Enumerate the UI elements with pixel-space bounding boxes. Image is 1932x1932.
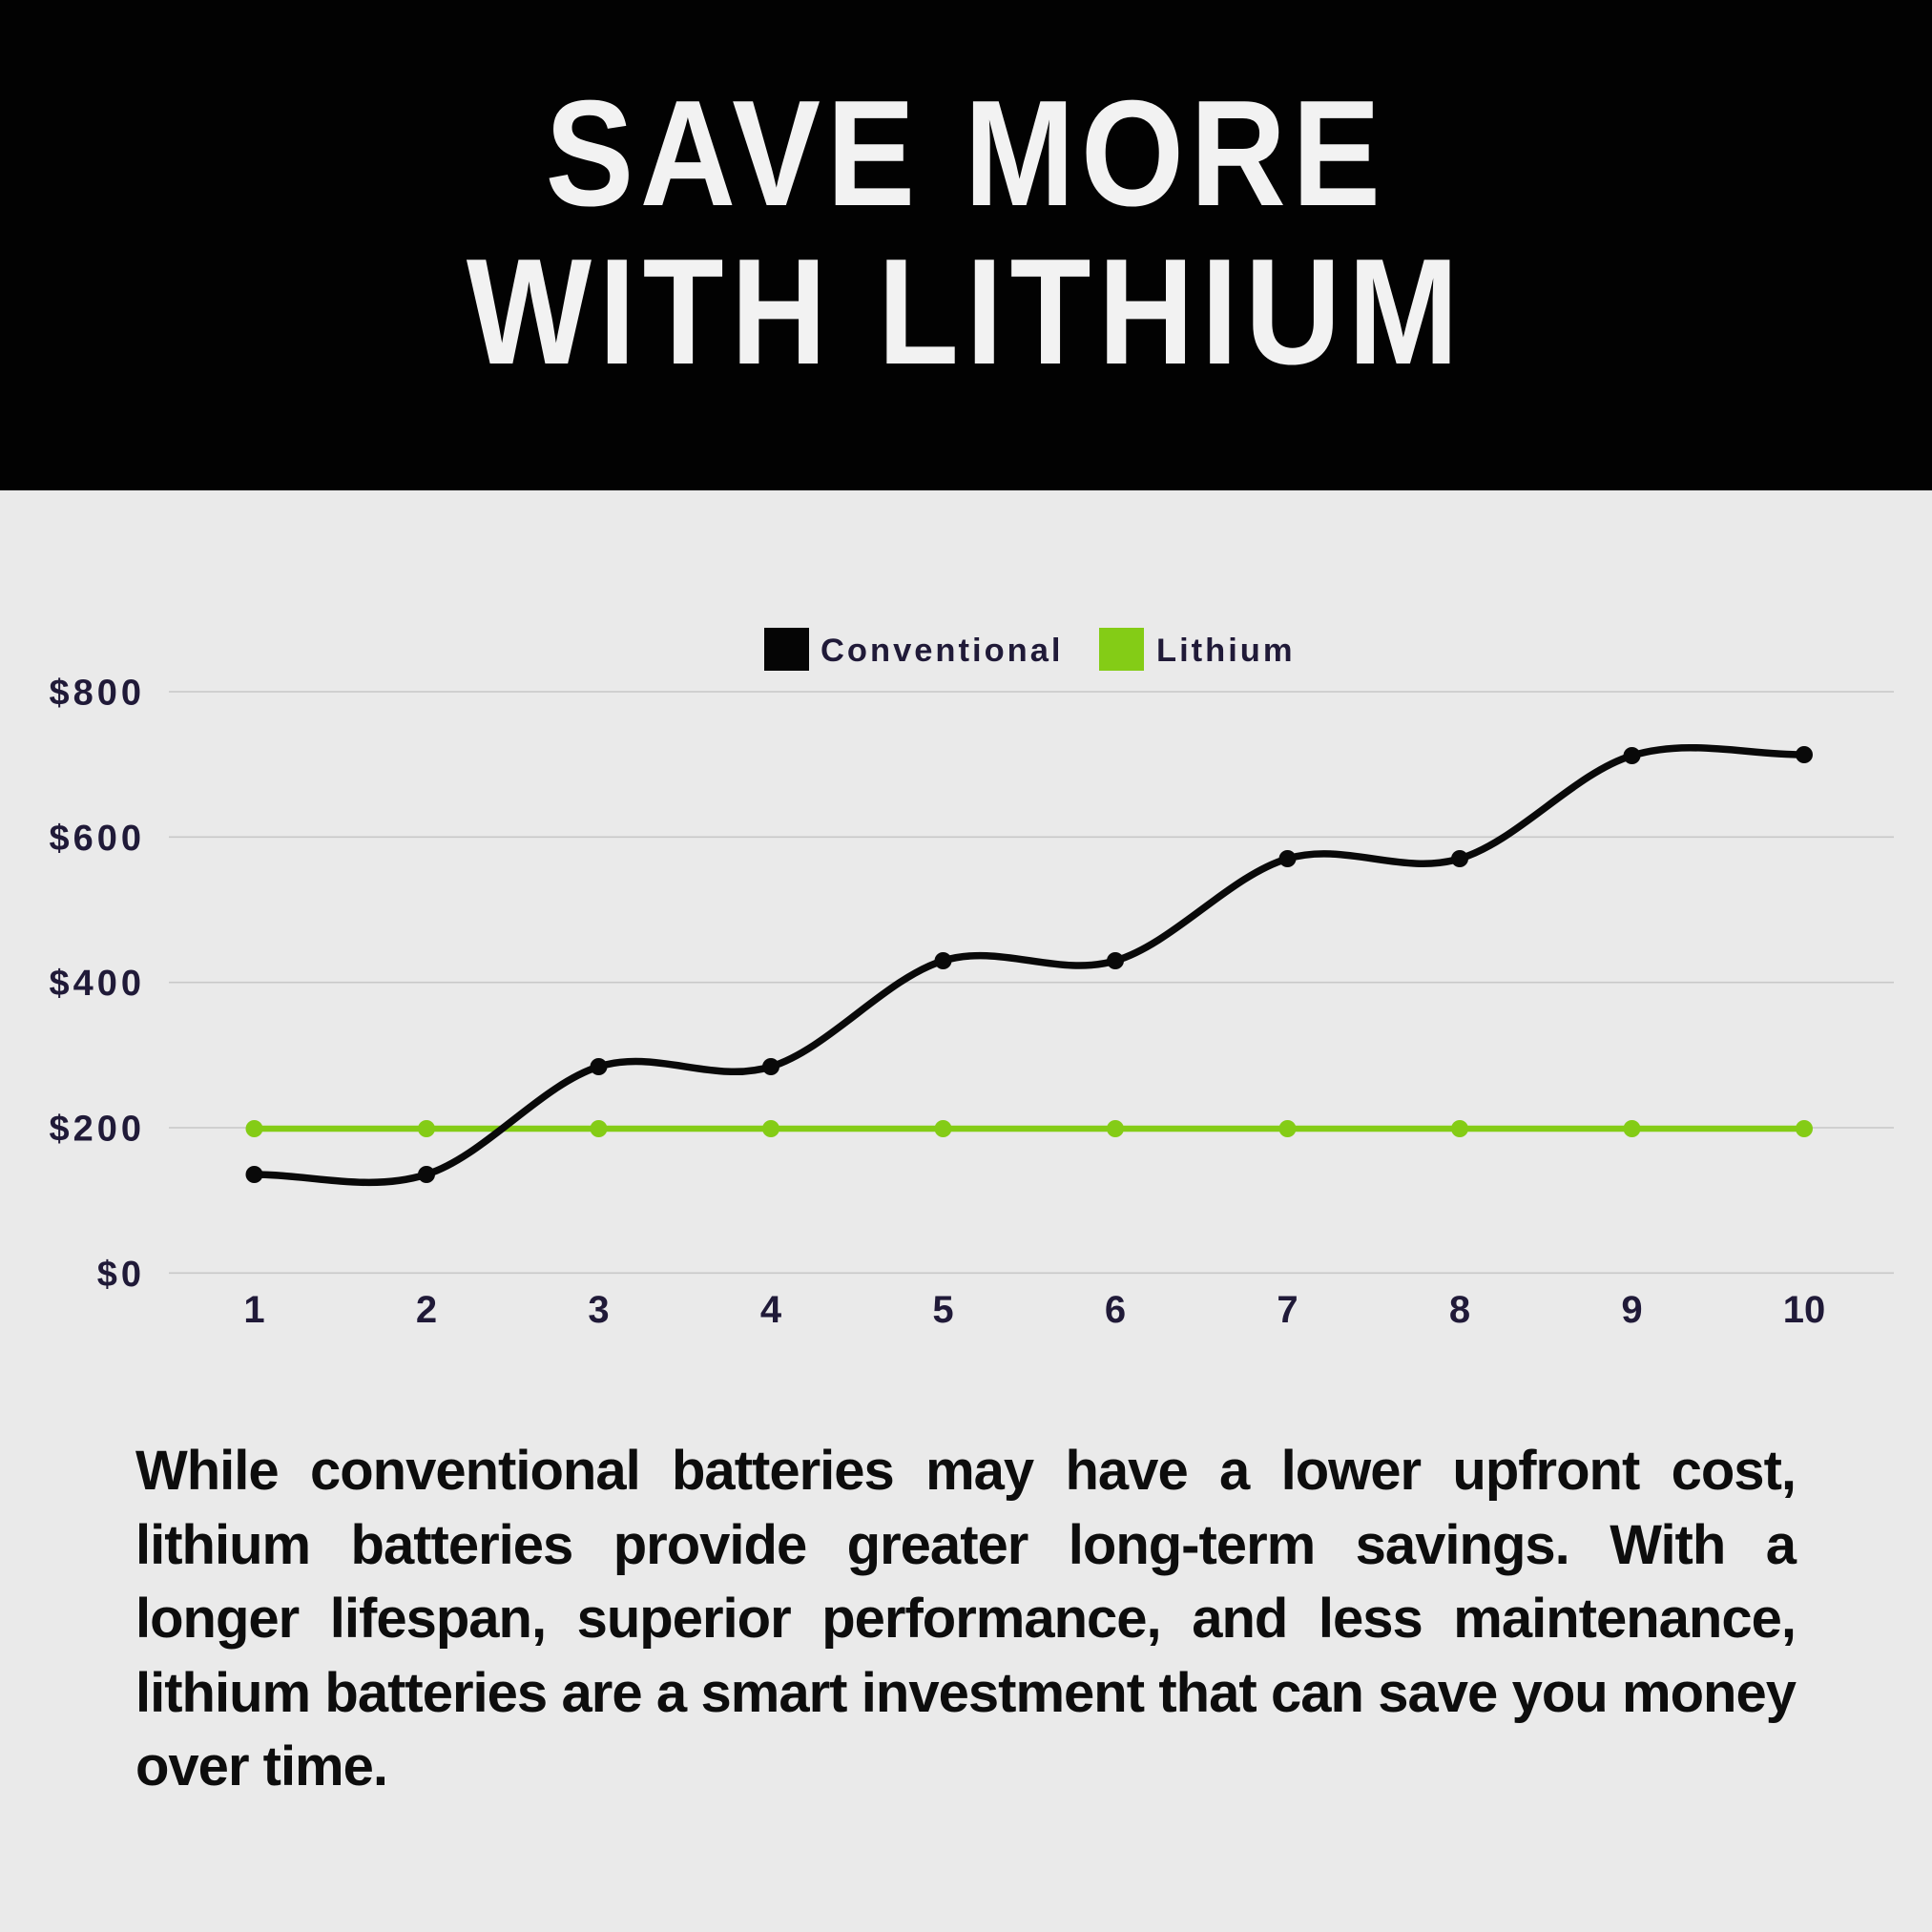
svg-text:$600: $600: [49, 819, 145, 859]
svg-text:Lithium: Lithium: [1156, 633, 1296, 669]
svg-text:6: 6: [1105, 1289, 1126, 1331]
svg-text:3: 3: [588, 1289, 609, 1331]
svg-text:1: 1: [243, 1289, 264, 1331]
svg-text:7: 7: [1277, 1289, 1298, 1331]
svg-text:$800: $800: [49, 674, 145, 714]
svg-text:$0: $0: [97, 1255, 145, 1295]
svg-text:$200: $200: [49, 1110, 145, 1150]
svg-text:5: 5: [932, 1289, 953, 1331]
svg-text:10: 10: [1783, 1289, 1826, 1331]
svg-text:8: 8: [1449, 1289, 1470, 1331]
svg-text:2: 2: [416, 1289, 437, 1331]
svg-text:Conventional: Conventional: [821, 633, 1064, 669]
svg-text:$400: $400: [49, 964, 145, 1004]
svg-text:4: 4: [760, 1289, 782, 1331]
svg-text:9: 9: [1621, 1289, 1642, 1331]
